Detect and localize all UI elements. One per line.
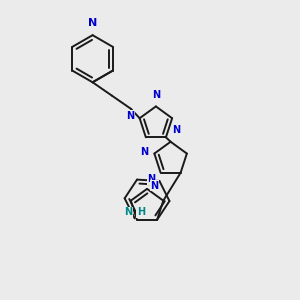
- Text: N: N: [151, 181, 159, 191]
- Text: N: N: [126, 111, 134, 121]
- Text: N: N: [124, 207, 133, 217]
- Text: H: H: [137, 207, 145, 217]
- Text: N: N: [140, 147, 148, 158]
- Text: N: N: [172, 125, 181, 135]
- Text: N: N: [88, 18, 97, 28]
- Text: N: N: [152, 90, 160, 100]
- Text: N: N: [147, 174, 155, 184]
